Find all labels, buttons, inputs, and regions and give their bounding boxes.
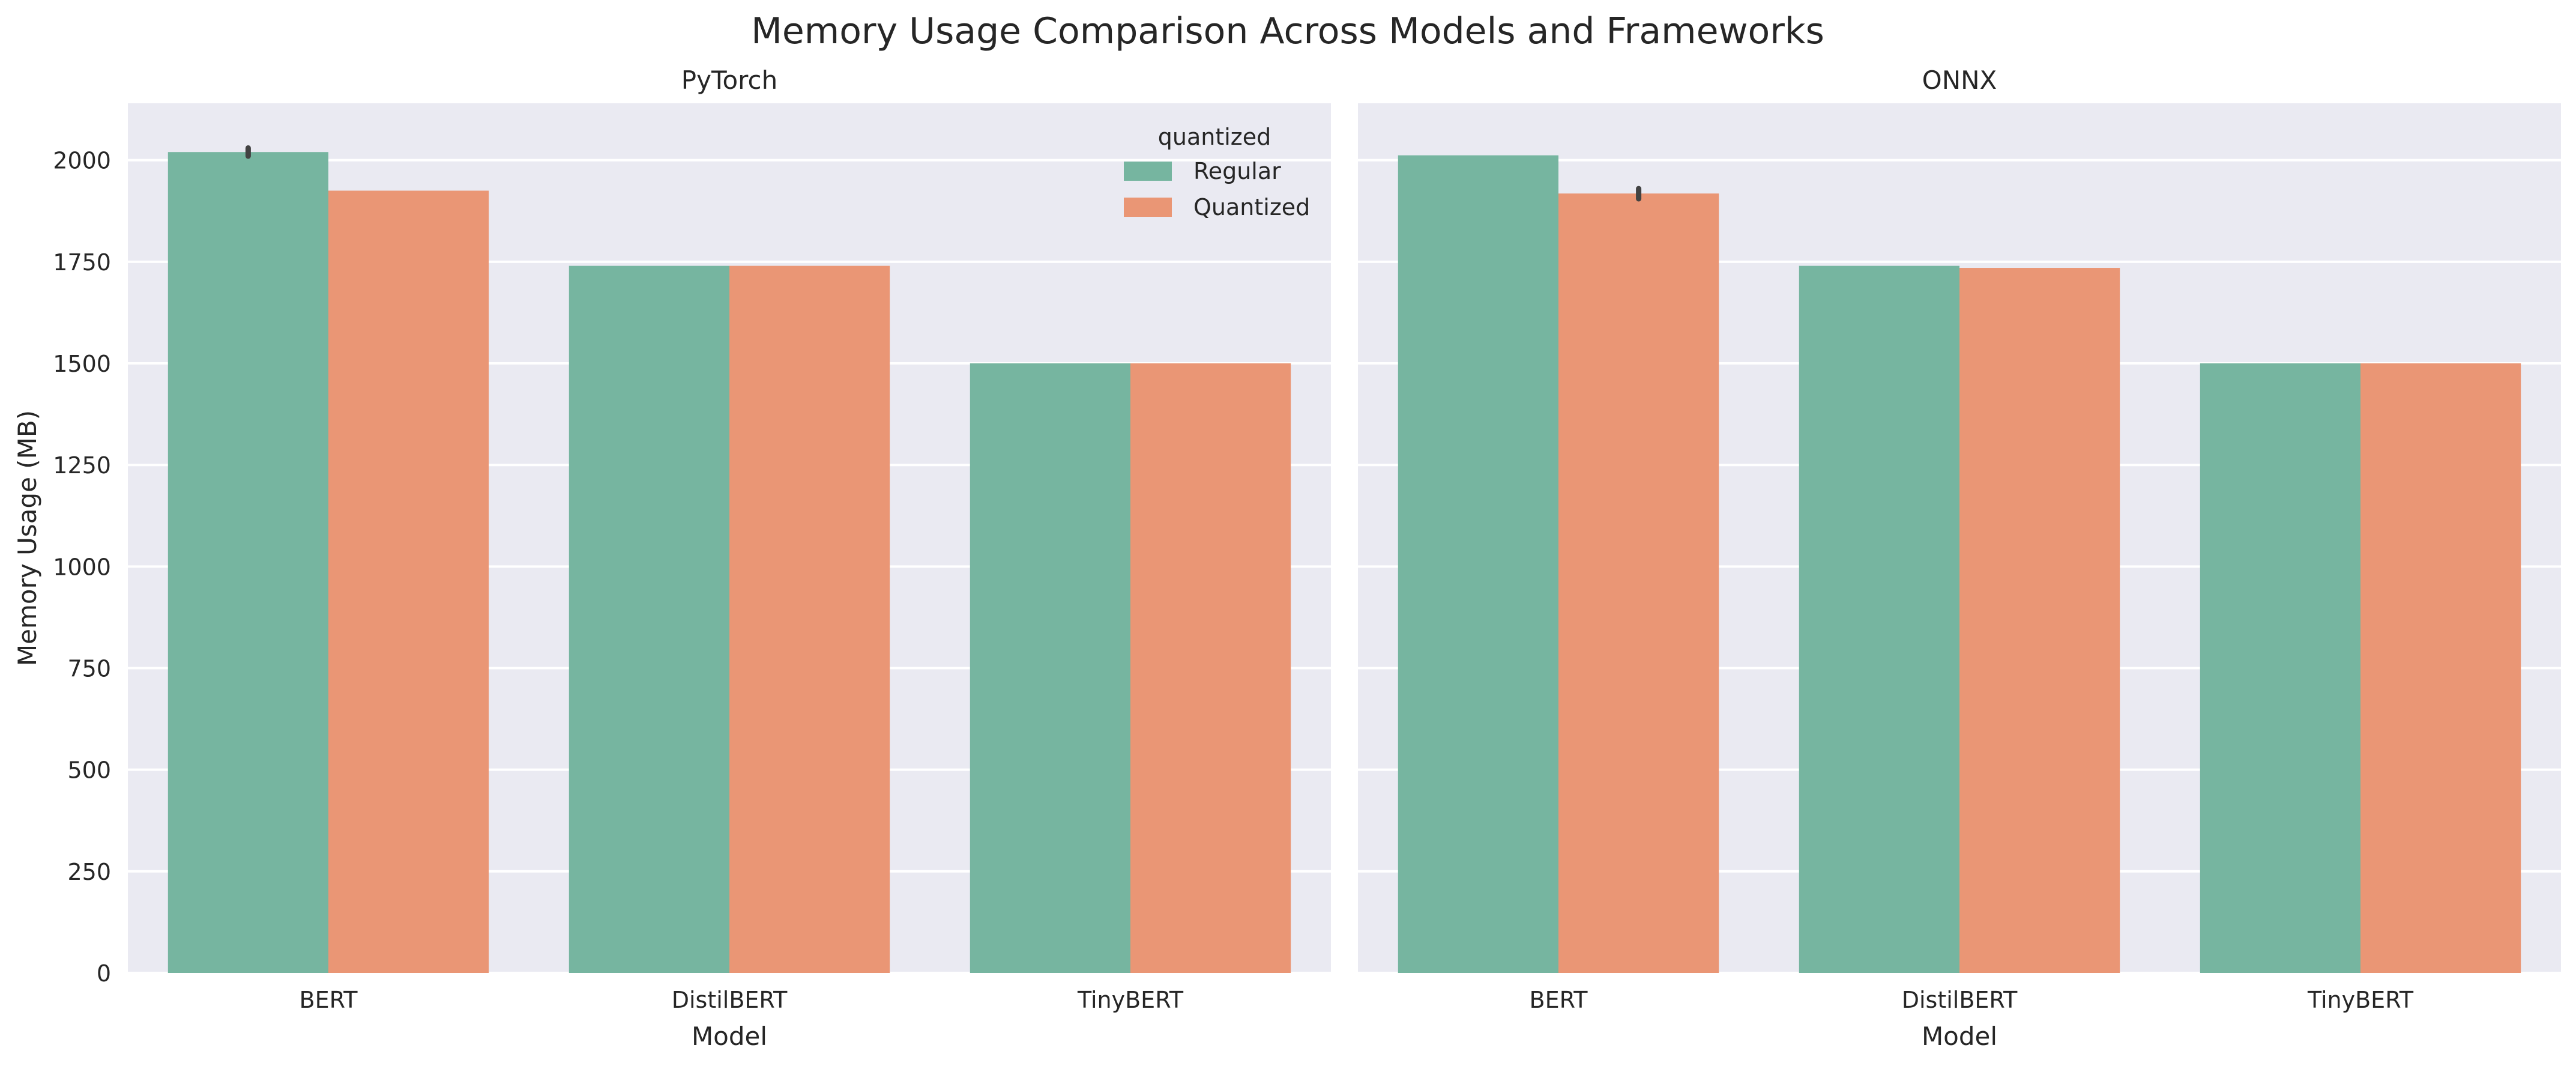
bar-tinybert-regular xyxy=(970,363,1130,973)
y-tick-label: 0 xyxy=(97,960,111,987)
bar-distilbert-quantized xyxy=(1959,268,2120,974)
panel-title: ONNX xyxy=(1922,65,1997,95)
legend-label-quantized: Quantized xyxy=(1193,194,1310,220)
panels: 0 250 500 750 1000 1250 1500 1750 2000 PyTorch BER… xyxy=(13,65,2561,1051)
legend: quantized Regular Quantized xyxy=(1124,124,1310,220)
y-axis-label: Memory Usage (MB) xyxy=(13,410,42,666)
bar-bert-quantized xyxy=(1558,193,1719,973)
x-axis-label: Model xyxy=(692,1022,767,1051)
bar-distilbert-regular xyxy=(569,265,729,974)
x-tick-label: DistilBERT xyxy=(1902,987,2018,1013)
legend-swatch-quantized xyxy=(1124,198,1172,217)
bar-bert-regular xyxy=(167,152,328,973)
y-tick-label: 1750 xyxy=(53,249,111,276)
panel-title: PyTorch xyxy=(681,65,777,95)
x-tick-label: TinyBERT xyxy=(2307,987,2414,1013)
bar-tinybert-regular xyxy=(2200,363,2360,973)
y-tick-label: 2000 xyxy=(53,148,111,174)
y-tick-label: 750 xyxy=(67,656,111,682)
x-tick-label: DistilBERT xyxy=(672,987,788,1013)
bar-distilbert-quantized xyxy=(729,265,890,974)
bar-distilbert-regular xyxy=(1799,265,1959,974)
x-tick-label: BERT xyxy=(1530,987,1588,1013)
figure-title: Memory Usage Comparison Across Models an… xyxy=(751,10,1824,52)
y-tick-label: 500 xyxy=(67,757,111,784)
bar-tinybert-quantized xyxy=(1130,363,1291,973)
panel-onnx: ONNX BERT DistilBERT TinyBERT Model xyxy=(1358,65,2561,1051)
y-tick-label: 1500 xyxy=(53,351,111,377)
x-axis-label: Model xyxy=(1922,1022,1997,1051)
x-tick-label: BERT xyxy=(300,987,358,1013)
legend-title: quantized xyxy=(1158,124,1271,150)
legend-label-regular: Regular xyxy=(1193,158,1281,184)
bar-bert-quantized xyxy=(328,190,489,974)
bar-tinybert-quantized xyxy=(2360,363,2521,973)
x-tick-label: TinyBERT xyxy=(1077,987,1184,1013)
y-tick-label: 250 xyxy=(67,859,111,885)
legend-swatch-regular xyxy=(1124,162,1172,181)
bar-bert-regular xyxy=(1398,155,1558,973)
panel-pytorch: 0 250 500 750 1000 1250 1500 1750 2000 PyTorch BER… xyxy=(13,65,1331,1051)
y-tick-label: 1250 xyxy=(53,452,111,479)
y-tick-label: 1000 xyxy=(53,554,111,580)
